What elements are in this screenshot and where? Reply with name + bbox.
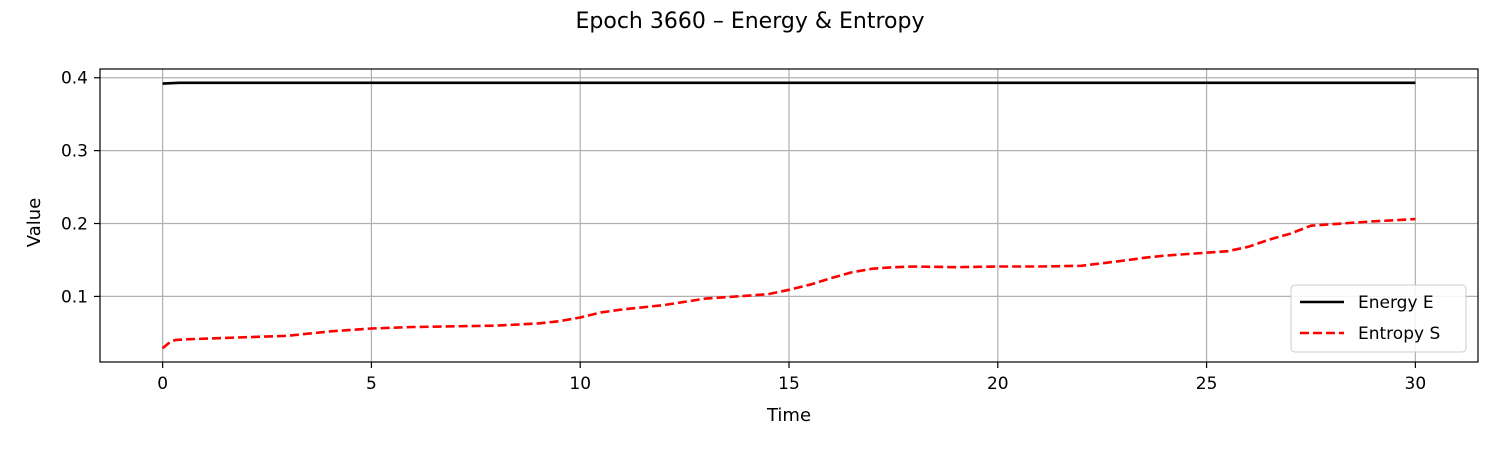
x-tick-label: 15 [778, 374, 800, 394]
x-axis-label: Time [766, 405, 811, 426]
y-tick-label: 0.2 [61, 215, 88, 235]
x-tick-label: 10 [569, 374, 591, 394]
grid-layer [100, 69, 1478, 362]
y-tick-label: 0.3 [61, 142, 88, 162]
y-axis-label: Value [24, 198, 45, 247]
series-layer [161, 81, 1416, 350]
y-tick-label: 0.4 [61, 69, 88, 89]
x-tick-label: 20 [987, 374, 1009, 394]
x-tick-label: 5 [366, 374, 377, 394]
legend-label-energy: Energy E [1358, 293, 1434, 313]
tick-layer: 0 5 10 15 20 25 30 0.1 0.2 0.3 0.4 [61, 69, 1426, 394]
legend: Energy E Entropy S [1290, 284, 1467, 353]
legend-label-entropy: Entropy S [1358, 324, 1440, 344]
energy-line [162, 81, 1416, 85]
x-tick-label: 0 [157, 374, 168, 394]
y-tick-label: 0.1 [61, 287, 88, 307]
entropy-line [161, 217, 1416, 350]
chart-title: Epoch 3660 – Energy & Entropy [576, 9, 925, 34]
x-tick-label: 30 [1405, 374, 1427, 394]
x-tick-label: 25 [1196, 374, 1218, 394]
